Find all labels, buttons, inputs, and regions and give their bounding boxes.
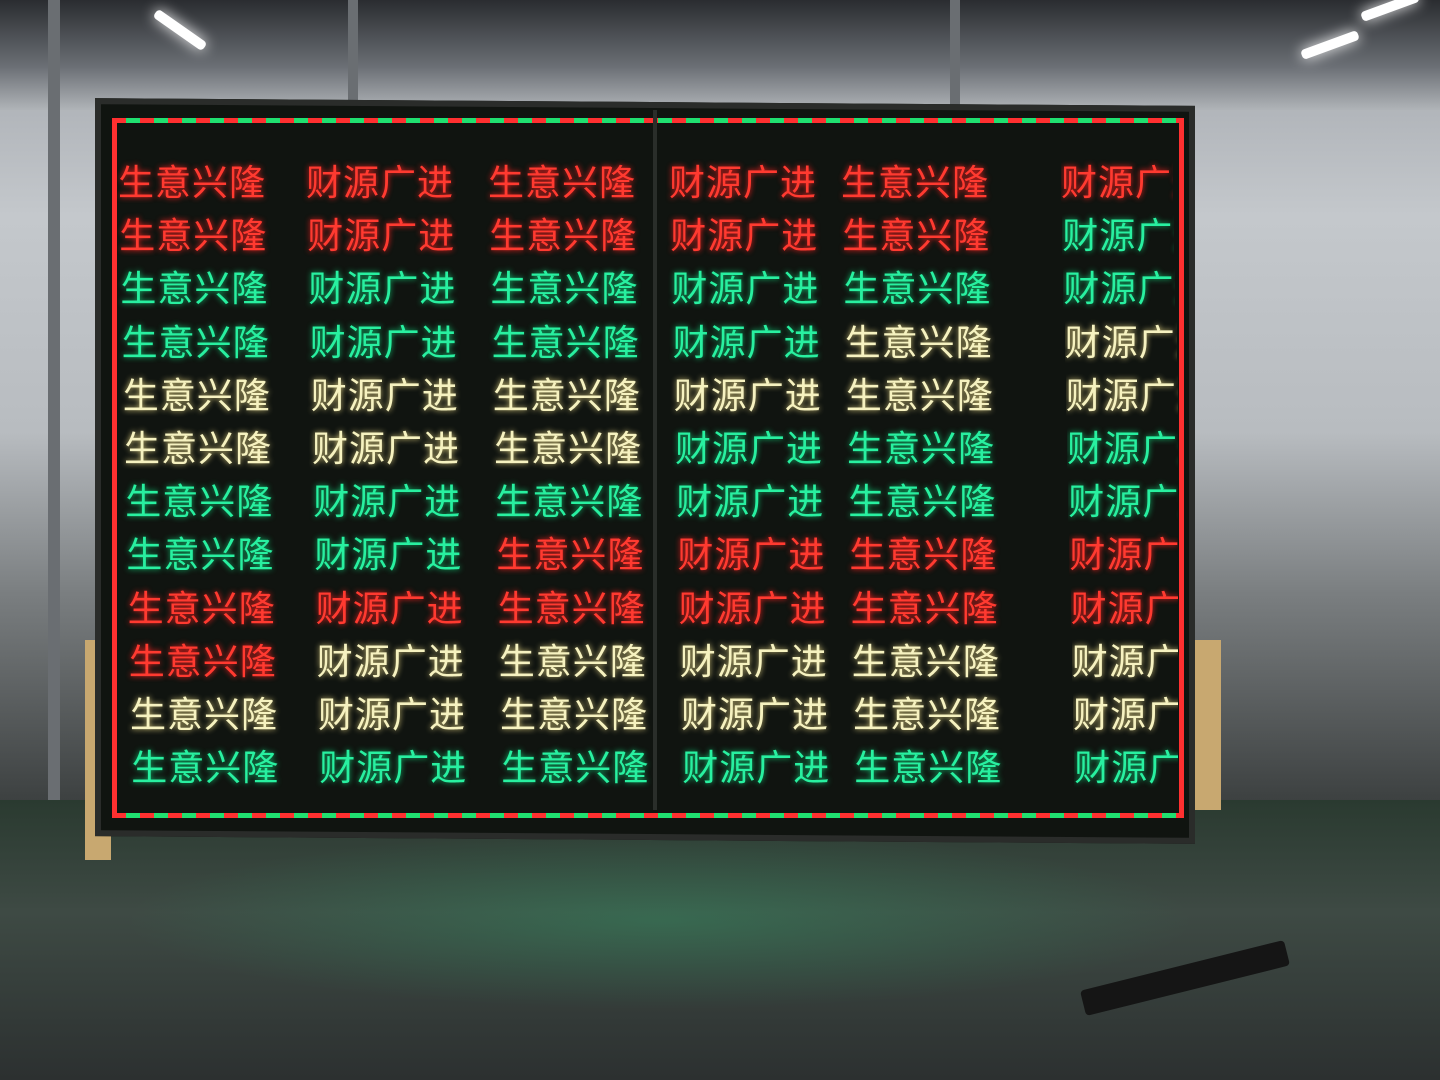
- led-phrase: 生意兴隆: [841, 163, 990, 204]
- led-row: 生意兴隆财源广进生意兴隆财源广进生意兴隆财源广进: [116, 207, 1178, 257]
- led-row: 生意兴隆财源广进生意兴隆财源广进生意兴隆财源广进: [116, 633, 1178, 683]
- led-phrase: 财源广进: [677, 535, 826, 577]
- led-phrase: 财源广进: [1068, 482, 1178, 524]
- led-phrase: 财源广进: [308, 269, 457, 311]
- led-phrase: 生意兴隆: [124, 429, 273, 470]
- led-phrase: 财源广进: [1071, 641, 1178, 683]
- led-phrase: 生意兴隆: [494, 429, 643, 470]
- led-phrase: 财源广进: [672, 322, 821, 364]
- led-row: 生意兴隆财源广进生意兴隆财源广进生意兴隆财源广进: [116, 686, 1178, 736]
- led-phrase: 生意兴隆: [121, 322, 270, 364]
- led-row: 生意兴隆财源广进生意兴隆财源广进生意兴隆财源广进: [116, 367, 1178, 417]
- led-phrase: 财源广进: [306, 163, 455, 204]
- led-phrase: 生意兴隆: [844, 322, 993, 364]
- led-border: [112, 118, 1184, 818]
- led-row: 生意兴隆财源广进生意兴隆财源广进生意兴隆财源广进: [116, 473, 1178, 523]
- panel-support: [1195, 640, 1221, 810]
- pillar: [48, 0, 60, 800]
- led-phrase: 财源广进: [1065, 375, 1178, 417]
- led-phrase: 生意兴隆: [131, 748, 280, 790]
- led-phrase: 生意兴隆: [489, 216, 638, 258]
- led-phrase: 生意兴隆: [126, 535, 275, 577]
- led-phrase: 生意兴隆: [848, 482, 997, 524]
- led-phrase: 财源广进: [319, 748, 468, 790]
- led-phrase: 生意兴隆: [488, 163, 637, 204]
- led-phrase: 财源广进: [681, 695, 830, 736]
- led-phrase: 财源广进: [679, 641, 828, 683]
- led-phrase: 生意兴隆: [119, 216, 268, 258]
- led-phrase: 财源广进: [1070, 588, 1178, 630]
- led-phrase: 生意兴隆: [495, 482, 644, 524]
- led-phrase: 财源广进: [1063, 269, 1175, 311]
- led-phrase: 生意兴隆: [500, 695, 649, 736]
- led-phrase: 生意兴隆: [120, 269, 269, 311]
- led-phrase: 财源广进: [318, 695, 467, 736]
- led-row: 生意兴隆财源广进生意兴隆财源广进生意兴隆财源广进: [116, 260, 1178, 310]
- led-row: 生意兴隆财源广进生意兴隆财源广进生意兴隆财源广进: [116, 314, 1178, 364]
- led-phrase: 生意兴隆: [118, 163, 267, 204]
- led-phrase: 生意兴隆: [843, 269, 992, 311]
- led-phrase: 财源广进: [310, 375, 459, 417]
- led-phrase: 生意兴隆: [496, 535, 645, 577]
- led-phrase: 生意兴隆: [842, 216, 991, 258]
- led-phrase: 财源广进: [1062, 216, 1174, 258]
- led-phrase: 财源广进: [316, 641, 465, 683]
- led-phrase: 生意兴隆: [853, 695, 1002, 736]
- led-phrase: 财源广进: [309, 322, 458, 364]
- led-row: 生意兴隆财源广进生意兴隆财源广进生意兴隆财源广进: [116, 580, 1178, 630]
- led-phrase: 财源广进: [1061, 163, 1173, 204]
- floor-reflection: [120, 830, 1200, 1010]
- led-phrase: 生意兴隆: [498, 641, 647, 683]
- led-phrase: 财源广进: [1064, 322, 1177, 364]
- led-row: 生意兴隆财源广进生意兴隆财源广进生意兴隆财源广进: [116, 154, 1178, 204]
- led-phrase: 财源广进: [669, 163, 818, 204]
- led-phrase: 生意兴隆: [849, 535, 998, 577]
- led-phrase: 生意兴隆: [490, 269, 639, 311]
- pillar: [950, 0, 960, 110]
- ceiling: [0, 0, 1440, 110]
- led-phrase: 财源广进: [313, 482, 462, 524]
- led-phrase: 生意兴隆: [847, 429, 996, 470]
- led-phrase: 财源广进: [312, 429, 461, 470]
- floor: [0, 800, 1440, 1080]
- led-phrase: 生意兴隆: [127, 588, 276, 630]
- led-phrase: 生意兴隆: [501, 748, 650, 790]
- led-phrase: 生意兴隆: [845, 375, 994, 417]
- led-phrase: 生意兴隆: [850, 588, 999, 630]
- led-phrase: 财源广进: [1074, 748, 1178, 790]
- pillar: [348, 0, 358, 110]
- led-phrase: 财源广进: [678, 588, 827, 630]
- led-phrase: 生意兴隆: [854, 748, 1003, 790]
- led-phrase: 生意兴隆: [492, 375, 641, 417]
- led-phrase: 财源广进: [670, 216, 819, 258]
- led-phrase: 财源广进: [671, 269, 820, 311]
- led-phrase: 生意兴隆: [497, 588, 646, 630]
- led-phrase: 生意兴隆: [130, 695, 279, 736]
- led-phrase: 财源广进: [1069, 535, 1178, 577]
- panel-seam: [653, 110, 657, 810]
- led-phrase: 生意兴隆: [851, 641, 1000, 683]
- led-row: 生意兴隆财源广进生意兴隆财源广进生意兴隆财源广进: [116, 420, 1178, 470]
- led-phrase: 生意兴隆: [128, 641, 277, 683]
- led-phrase: 财源广进: [314, 535, 463, 577]
- led-phrase: 财源广进: [682, 748, 831, 790]
- led-row: 生意兴隆财源广进生意兴隆财源广进生意兴隆财源广进: [116, 526, 1178, 576]
- led-phrase: 生意兴隆: [491, 322, 640, 364]
- led-row: 生意兴隆财源广进生意兴隆财源广进生意兴隆财源广进: [116, 739, 1178, 789]
- led-text-grid: 生意兴隆财源广进生意兴隆财源广进生意兴隆财源广进生意兴隆财源广进生意兴隆财源广进…: [116, 150, 1178, 800]
- led-phrase: 财源广进: [307, 216, 456, 258]
- led-phrase: 财源广进: [1073, 695, 1178, 736]
- led-phrase: 生意兴隆: [125, 482, 274, 524]
- led-phrase: 生意兴隆: [122, 375, 271, 417]
- led-phrase: 财源广进: [675, 429, 824, 470]
- led-phrase: 财源广进: [315, 588, 464, 630]
- led-phrase: 财源广进: [1067, 429, 1178, 470]
- led-phrase: 财源广进: [676, 482, 825, 524]
- led-phrase: 财源广进: [673, 375, 822, 417]
